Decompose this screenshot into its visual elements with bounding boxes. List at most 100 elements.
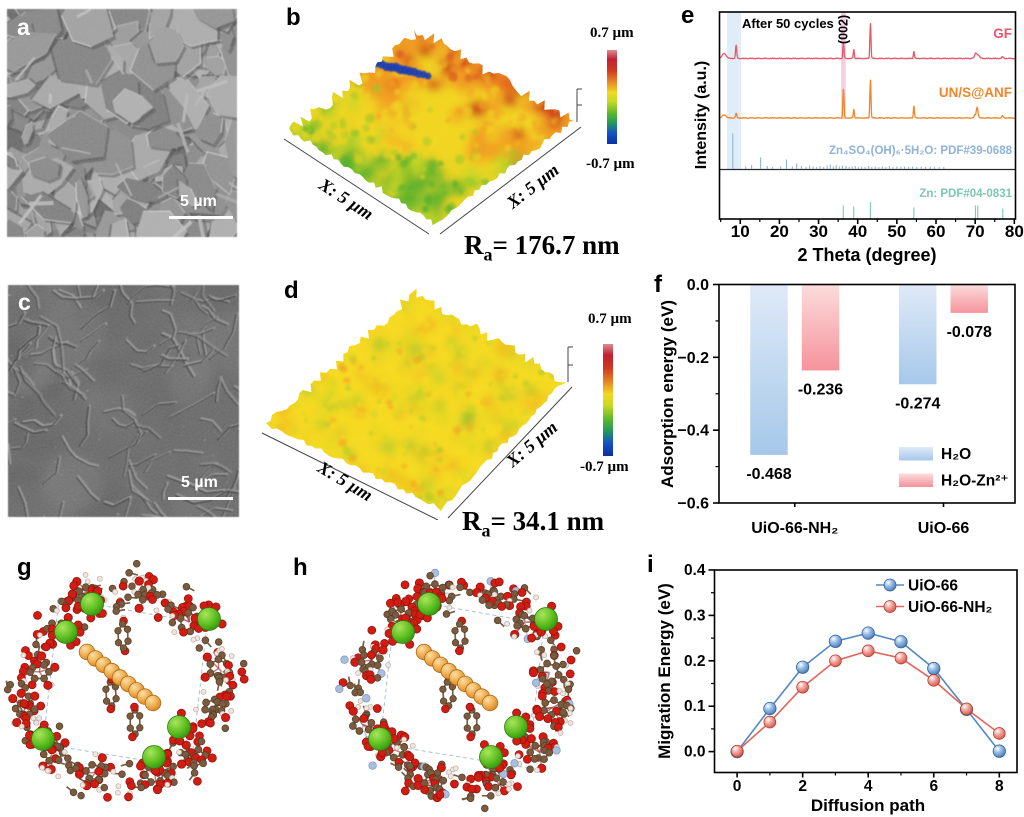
atom-H — [82, 572, 89, 578]
legend-swatch-H₂O — [899, 447, 933, 461]
afm-texture — [459, 431, 468, 440]
afm-texture — [404, 298, 411, 306]
atom-C — [426, 571, 434, 580]
atom-C — [463, 724, 471, 732]
x-tick-label: 30 — [809, 222, 828, 241]
afm-texture — [429, 134, 435, 141]
atom-N — [368, 761, 377, 770]
afm-texture — [462, 407, 467, 412]
afm-texture — [453, 57, 459, 63]
afm-texture — [466, 327, 472, 332]
x-tick-label: 10 — [731, 222, 750, 241]
atom-H — [112, 589, 118, 595]
afm-texture — [504, 144, 512, 152]
atom-C — [40, 674, 48, 683]
afm-texture — [550, 130, 557, 137]
atom-H — [36, 715, 43, 722]
afm-texture — [457, 53, 466, 62]
atom-H — [567, 720, 574, 726]
atom-H — [385, 662, 391, 668]
afm-texture — [508, 408, 514, 414]
afm-texture — [458, 71, 464, 78]
atom-C — [124, 637, 132, 645]
atom-O — [202, 652, 212, 662]
atom-H — [18, 723, 25, 730]
sem-noise-overlay — [7, 9, 237, 237]
afm-texture — [387, 328, 394, 334]
afm-texture — [370, 410, 379, 419]
afm-texture — [494, 89, 500, 95]
afm-texture — [404, 360, 410, 365]
legend-marker-UiO-66 — [883, 578, 897, 592]
afm-texture — [423, 80, 428, 86]
afm-texture — [397, 143, 403, 149]
afm-texture — [499, 113, 508, 122]
atom-O — [526, 734, 536, 744]
panel-d-colorbar-max: 0.7 µm — [588, 311, 632, 327]
atom-O — [348, 706, 358, 716]
atom-C — [564, 685, 573, 694]
afm-texture — [348, 353, 357, 363]
afm-texture — [361, 138, 370, 147]
y-tick-label: −0.2 — [677, 350, 709, 367]
afm-texture — [401, 168, 408, 176]
atom-H — [30, 715, 37, 722]
atom-H — [110, 768, 117, 775]
panel-b-roughness-value: Ra= 176.7 nm — [464, 230, 620, 265]
panel-label-i: i — [647, 551, 654, 578]
afm-texture — [395, 322, 400, 327]
atom-O — [153, 785, 163, 795]
atom-Zr — [479, 745, 503, 769]
afm-texture — [398, 401, 405, 409]
data-marker-UiO-66 — [927, 661, 941, 676]
legend-swatch-H₂O-Zn²⁺ — [899, 473, 933, 487]
afm-blob — [475, 328, 497, 350]
atom-H — [153, 607, 160, 614]
afm-texture — [425, 481, 431, 488]
atom-C — [526, 748, 535, 757]
afm-orange-patch — [494, 369, 506, 381]
bar-H₂O-UiO-66-NH₂ — [750, 284, 788, 455]
afm-texture — [445, 122, 450, 127]
afm-texture — [347, 137, 356, 146]
atom-C — [439, 685, 447, 693]
afm-valley — [424, 72, 432, 80]
afm-texture — [474, 80, 480, 86]
afm-texture — [477, 377, 483, 383]
atom-O — [127, 781, 136, 791]
afm-texture — [375, 466, 381, 472]
afm-blob — [380, 441, 394, 454]
atom-C — [356, 688, 365, 697]
afm-texture — [382, 151, 391, 159]
panel-d-afm-surface — [260, 285, 595, 521]
atom-H — [228, 708, 235, 714]
afm-texture — [442, 458, 451, 466]
panel-a-scalebar — [169, 216, 233, 219]
atom-O — [103, 792, 112, 802]
afm-texture — [469, 155, 475, 161]
atom-O — [124, 792, 133, 802]
atom-C — [513, 621, 522, 630]
atom-H — [176, 749, 182, 756]
afm-blob — [419, 106, 439, 126]
afm-texture — [481, 125, 488, 132]
atom-H — [39, 764, 45, 771]
afm-texture — [480, 396, 489, 405]
atom-C — [126, 712, 134, 720]
afm-texture — [454, 358, 459, 363]
afm-texture — [454, 315, 462, 323]
data-marker-UiO-66-NH₂ — [763, 715, 777, 729]
afm-texture — [468, 361, 477, 370]
atom-C — [391, 611, 400, 619]
atom-H — [37, 632, 43, 638]
atom-C — [550, 696, 558, 704]
afm-texture — [531, 120, 538, 126]
atom-H — [452, 765, 459, 772]
afm-texture — [488, 132, 493, 137]
afm-texture — [530, 129, 538, 137]
legend-label: UiO-66-NH₂ — [908, 599, 993, 616]
atom-O — [528, 668, 538, 678]
atom-O — [193, 776, 202, 786]
afm-texture — [549, 371, 557, 379]
atom-O — [97, 753, 107, 763]
